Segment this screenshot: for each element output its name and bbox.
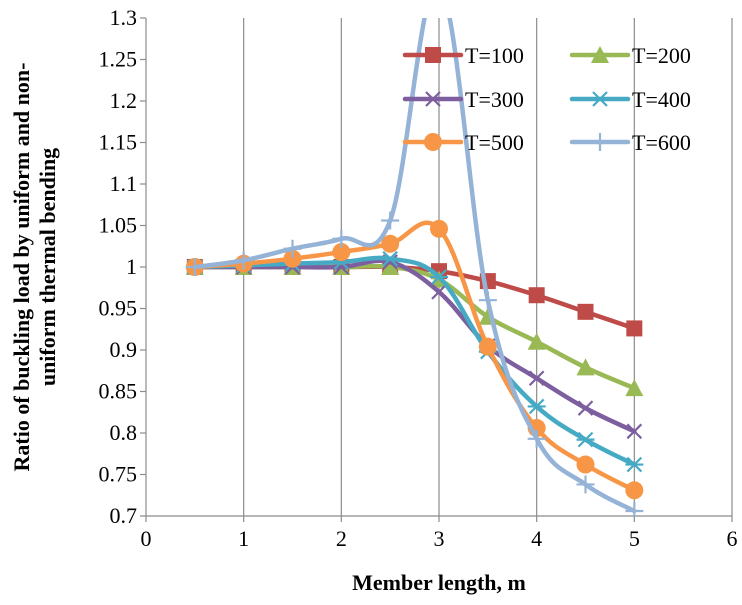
y-axis-title-line-2: uniform thermal bending xyxy=(35,148,60,386)
y-tick-label-1: 0.75 xyxy=(99,462,138,487)
data-point-T=100-9 xyxy=(626,320,643,337)
data-point-T=300-7 xyxy=(528,370,545,386)
data-point-T=500-3 xyxy=(332,243,351,262)
data-point-T=500-9 xyxy=(625,481,644,500)
y-tick-label-5: 0.95 xyxy=(99,296,138,321)
data-point-T=200-7 xyxy=(527,332,546,350)
series-line-T=300 xyxy=(192,258,637,434)
axes: 0.7 0.75 0.8 0.85 0.9 0.95 1 1.05 1.1 1.15 1.2 1.25… xyxy=(99,5,738,551)
y-tick-label-6: 1 xyxy=(126,254,137,279)
axis-labels: Member length, m Ratio of buckling load … xyxy=(9,63,526,595)
data-point-T=300-8 xyxy=(577,400,594,416)
y-tick-label-9: 1.15 xyxy=(99,130,138,155)
data-point-T=400-5 xyxy=(430,269,448,285)
data-point-T=600-4 xyxy=(381,211,400,230)
data-point-T=500-4 xyxy=(381,234,400,253)
y-tick-label-3: 0.85 xyxy=(99,379,138,404)
y-tick-label-11: 1.25 xyxy=(99,47,138,72)
legend-swatch-marker xyxy=(425,47,441,63)
y-tick-label-7: 1.05 xyxy=(99,213,138,238)
data-point-T=600-3 xyxy=(332,229,351,248)
x-tick-label-1: 1 xyxy=(238,526,249,551)
legend-item-T=100: T=100 xyxy=(402,43,524,68)
x-tick-label-6: 6 xyxy=(727,526,738,551)
legend-label: T=200 xyxy=(632,43,691,68)
legend-item-T=600: T=600 xyxy=(569,130,691,155)
data-point-T=100-8 xyxy=(577,303,594,320)
y-axis-title-line-1: Ratio of buckling load by uniform and no… xyxy=(9,63,34,472)
series-line-T=600 xyxy=(192,18,637,514)
data-point-T=300-5 xyxy=(431,284,447,300)
data-point-T=600-0 xyxy=(185,258,204,276)
legend: T=100 T=200 T=300 T=400 T=500 T=600 xyxy=(402,43,691,155)
legend-label: T=400 xyxy=(632,87,691,112)
y-tick-label-0: 0.7 xyxy=(110,503,138,528)
data-point-T=500-2 xyxy=(283,249,302,268)
legend-swatch-marker xyxy=(591,133,609,151)
x-tick-label-4: 4 xyxy=(531,526,542,551)
y-tick-label-4: 0.9 xyxy=(110,337,138,362)
y-tick-label-10: 1.2 xyxy=(110,88,138,113)
data-point-T=100-7 xyxy=(528,287,545,304)
data-point-T=600-8 xyxy=(576,475,595,494)
series-line-T=400 xyxy=(192,255,637,467)
data-point-T=600-6 xyxy=(478,291,497,310)
legend-label: T=500 xyxy=(465,130,524,155)
legend-swatch-marker xyxy=(591,91,609,107)
legend-item-T=300: T=300 xyxy=(402,87,524,112)
x-axis-title: Member length, m xyxy=(352,570,526,595)
data-point-T=400-4 xyxy=(381,250,400,267)
x-tick-label-2: 2 xyxy=(336,526,347,551)
data-point-T=200-9 xyxy=(625,379,644,397)
data-point-T=200-4 xyxy=(381,258,400,275)
data-point-T=400-7 xyxy=(527,398,546,415)
data-point-T=200-8 xyxy=(576,358,595,376)
legend-label: T=300 xyxy=(465,87,524,112)
legend-swatch-marker xyxy=(591,46,609,63)
series-line-T=100 xyxy=(192,264,637,331)
legend-label: T=600 xyxy=(632,130,691,155)
legend-item-T=400: T=400 xyxy=(569,87,691,112)
x-tick-label-3: 3 xyxy=(434,526,445,551)
x-tick-label-5: 5 xyxy=(629,526,640,551)
data-point-T=500-8 xyxy=(576,455,595,474)
y-tick-label-8: 1.1 xyxy=(110,171,138,196)
legend-label: T=100 xyxy=(465,43,524,68)
y-tick-label-2: 0.8 xyxy=(110,420,138,445)
x-tick-label-0: 0 xyxy=(141,526,152,551)
data-point-T=300-9 xyxy=(626,423,643,440)
y-tick-label-12: 1.3 xyxy=(110,5,138,30)
data-point-T=600-9 xyxy=(625,502,644,516)
data-point-T=500-6 xyxy=(478,337,497,356)
data-point-T=400-8 xyxy=(576,431,595,448)
legend-item-T=500: T=500 xyxy=(402,130,524,155)
data-point-T=600-7 xyxy=(527,429,546,448)
legend-item-T=200: T=200 xyxy=(569,43,691,68)
series-line-T=200 xyxy=(192,263,637,391)
series-line-T=500 xyxy=(192,220,637,493)
data-point-T=600-2 xyxy=(283,239,302,258)
data-point-T=600-1 xyxy=(234,251,253,270)
data-point-T=400-9 xyxy=(625,456,644,473)
data-point-T=500-5 xyxy=(430,219,448,238)
legend-swatch-marker xyxy=(425,91,441,107)
legend-swatch-marker xyxy=(424,133,442,151)
series-group xyxy=(185,18,644,516)
